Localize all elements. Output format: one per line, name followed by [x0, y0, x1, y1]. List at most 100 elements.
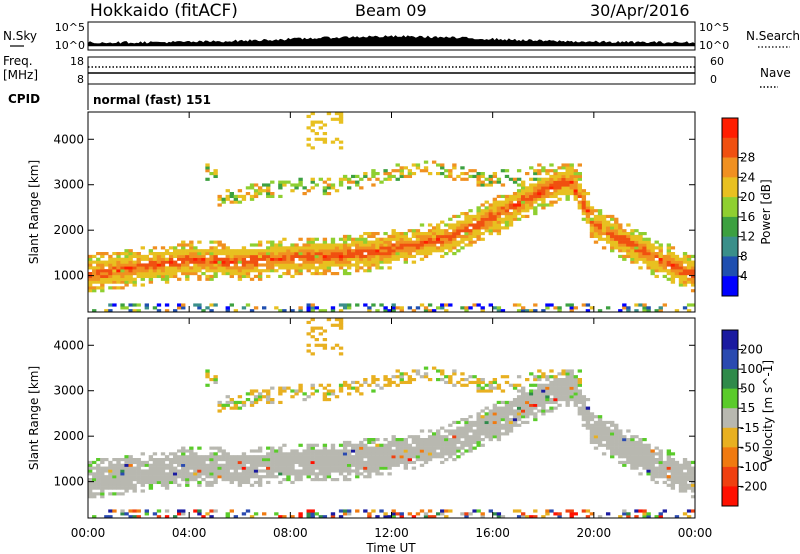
power-cell [140, 254, 145, 259]
velocity-cell [290, 449, 295, 453]
power-cell [229, 252, 234, 256]
velocity-cell [274, 512, 279, 516]
velocity-cell [346, 466, 352, 470]
velocity-cell [533, 389, 538, 393]
power-cell [355, 246, 360, 250]
velocity-cell [221, 449, 226, 453]
velocity-cell [622, 443, 627, 447]
power-cell [516, 194, 522, 199]
velocity-cell [525, 515, 530, 519]
velocity-cell [104, 469, 109, 473]
power-cell [569, 306, 574, 310]
velocity-cell [512, 409, 518, 413]
power-cell [553, 194, 558, 199]
power-cell [205, 260, 210, 264]
velocity-cell [282, 386, 287, 390]
velocity-cell [209, 475, 214, 479]
power-cell [245, 274, 251, 279]
power-cell [440, 240, 445, 244]
power-cell [468, 223, 473, 227]
velocity-cell [565, 400, 570, 405]
power-cell [128, 249, 133, 253]
velocity-cell [630, 460, 635, 465]
velocity-cell [690, 509, 696, 513]
power-cell [460, 237, 465, 241]
power-cell [585, 309, 591, 313]
power-cell [262, 257, 267, 261]
power-cell [136, 303, 141, 307]
velocity-cell [237, 395, 243, 399]
power-cell [569, 183, 574, 187]
power-cell [286, 269, 291, 273]
power-cell [342, 174, 348, 179]
velocity-cell [282, 452, 287, 456]
velocity-cell [436, 438, 441, 442]
power-cell [670, 277, 676, 281]
velocity-cell [177, 509, 182, 513]
velocity-cell [217, 475, 222, 479]
velocity-cell [116, 486, 121, 490]
power-cell [581, 194, 587, 199]
power-cell [286, 254, 291, 259]
power-cell [100, 266, 105, 270]
velocity-cell [431, 435, 437, 439]
power-cell [383, 309, 388, 313]
velocity-cell [508, 409, 514, 413]
power-cell [573, 169, 578, 173]
velocity-cell [488, 383, 493, 387]
power-cell [375, 266, 380, 270]
power-cell [330, 237, 336, 241]
power-cell [209, 260, 214, 264]
velocity-cell [108, 509, 113, 513]
power-cell [448, 303, 453, 307]
power-cell [670, 274, 676, 279]
power-cell [112, 257, 117, 261]
power-cell [225, 189, 230, 193]
power-cell [391, 243, 396, 247]
power-cell [213, 172, 218, 176]
power-cell [379, 240, 384, 244]
velocity-cell [383, 455, 388, 459]
velocity-cell [460, 426, 465, 430]
power-cell [355, 240, 360, 244]
velocity-cell [516, 515, 522, 519]
power-cell [318, 254, 324, 259]
power-cell [585, 214, 591, 219]
velocity-cell [516, 412, 522, 416]
power-cell [201, 252, 206, 256]
velocity-cell [678, 475, 684, 479]
power-cell [484, 200, 489, 204]
power-cell [351, 249, 356, 253]
power-cell [549, 303, 554, 307]
velocity-cell [419, 446, 425, 450]
velocity-cell [472, 429, 477, 433]
power-cell [488, 214, 493, 219]
velocity-cell [634, 509, 639, 513]
power-cell [581, 212, 587, 216]
power-cell [371, 174, 376, 179]
power-cell [427, 249, 433, 253]
power-cell [209, 172, 214, 176]
power-cell [164, 309, 170, 313]
freq-unit: [MHz] [3, 68, 38, 82]
velocity-cell [152, 478, 158, 482]
power-cell [472, 217, 477, 221]
power-cell [124, 272, 129, 276]
velocity-cell [678, 483, 684, 487]
power-cell [318, 137, 324, 141]
power-cell [367, 249, 372, 253]
velocity-cell [310, 460, 315, 465]
power-cell [112, 303, 117, 307]
power-cell [310, 129, 315, 133]
velocity-cell [140, 472, 145, 476]
date-title: 30/Apr/2016 [590, 1, 690, 20]
power-cell [686, 266, 692, 270]
power-cell [322, 243, 328, 247]
velocity-cell [565, 509, 570, 513]
power-cell [164, 257, 170, 261]
power-cell [156, 266, 162, 270]
power-cell [346, 243, 352, 247]
velocity-cell [573, 512, 578, 516]
power-cell [124, 257, 129, 261]
power-cell [306, 303, 311, 307]
